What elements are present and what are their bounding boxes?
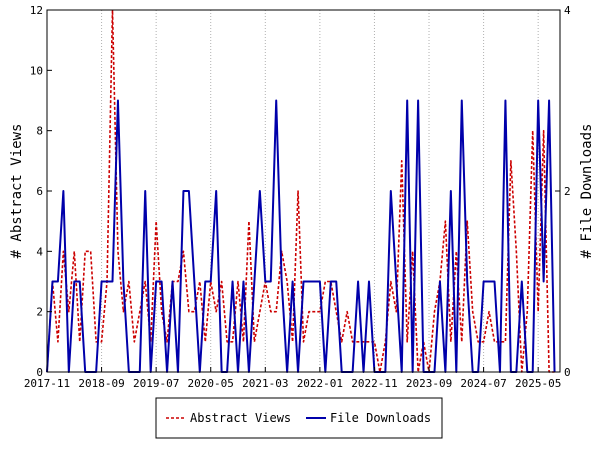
x-tick-label: 2019-07 xyxy=(133,377,179,390)
right-y-tick-label: 2 xyxy=(564,185,571,198)
right-y-tick-label: 0 xyxy=(564,366,571,379)
x-tick-label: 2018-09 xyxy=(78,377,124,390)
legend-label-abstract-views: Abstract Views xyxy=(190,411,291,425)
legend: Abstract Views File Downloads xyxy=(155,397,443,439)
x-tick-label: 2017-11 xyxy=(24,377,70,390)
x-tick-label: 2024-07 xyxy=(460,377,506,390)
left-y-tick-label: 4 xyxy=(36,245,43,258)
ticks: 2017-11 2018-09 2019-07 2020-05 2021-03 2022-… xyxy=(24,4,571,390)
left-y-tick-label: 0 xyxy=(36,366,43,379)
x-tick-label: 2025-05 xyxy=(515,377,561,390)
legend-box xyxy=(155,397,443,439)
x-tick-label: 2020-05 xyxy=(188,377,234,390)
abstract-views-line xyxy=(46,9,555,373)
x-tick-label: 2021-03 xyxy=(242,377,288,390)
left-y-tick-label: 2 xyxy=(36,306,43,319)
right-axis-title: # File Downloads xyxy=(579,124,595,259)
left-y-tick-label: 8 xyxy=(36,125,43,138)
x-tick-label: 2023-09 xyxy=(406,377,452,390)
legend-label-file-downloads: File Downloads xyxy=(330,411,431,425)
left-axis-title: # Abstract Views xyxy=(9,124,25,259)
left-y-tick-label: 6 xyxy=(36,185,43,198)
left-y-tick-label: 12 xyxy=(30,4,43,17)
right-y-tick-label: 4 xyxy=(564,4,571,17)
left-y-tick-label: 10 xyxy=(30,64,43,77)
x-tick-label: 2022-01 xyxy=(297,377,343,390)
x-tick-label: 2022-11 xyxy=(351,377,397,390)
